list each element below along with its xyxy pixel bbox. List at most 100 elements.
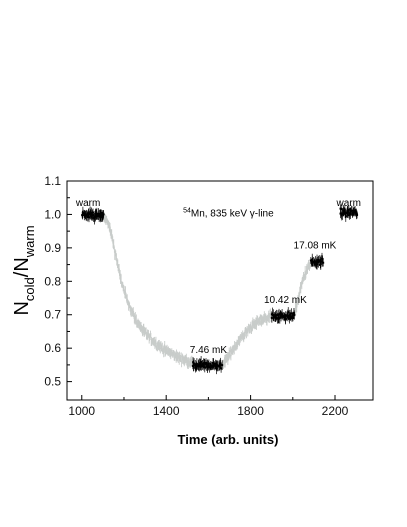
measured-point — [351, 209, 354, 212]
annotation-4: warm — [336, 198, 361, 209]
measured-series — [81, 204, 359, 375]
measured-point — [270, 316, 273, 319]
measured-point — [291, 317, 294, 320]
measured-point — [221, 364, 224, 367]
measured-point — [289, 315, 292, 318]
y-tick-label: 0.5 — [44, 375, 61, 389]
measured-point — [286, 312, 289, 315]
measured-point — [346, 211, 349, 214]
measured-point — [81, 214, 84, 217]
measured-point — [315, 263, 318, 266]
measured-point — [340, 208, 343, 211]
measured-point — [290, 312, 293, 315]
y-label-slash: / — [11, 271, 33, 277]
y-tick-label: 0.8 — [44, 274, 61, 288]
y-tick-label: 1.1 — [44, 174, 61, 188]
measured-point — [95, 212, 98, 215]
measured-point — [207, 362, 210, 365]
measured-point — [351, 212, 354, 215]
measured-point — [342, 212, 345, 215]
measured-point — [272, 314, 275, 317]
measured-point — [309, 259, 312, 262]
isotope-mass-number: 54 — [183, 207, 191, 214]
annotation-1: 7.46 mK — [190, 345, 228, 356]
measured-point — [282, 314, 285, 317]
y-label-num: N — [11, 301, 33, 315]
measured-point — [284, 318, 287, 321]
measured-point — [278, 316, 281, 319]
y-label-den: N — [11, 257, 33, 271]
measured-point — [101, 215, 104, 218]
measured-point — [93, 215, 96, 218]
measured-point — [200, 365, 203, 368]
measured-point — [344, 212, 347, 215]
measured-point — [339, 207, 342, 210]
measured-point — [102, 213, 105, 216]
measured-point — [287, 311, 290, 314]
measured-point — [347, 208, 350, 211]
y-tick-label: 0.7 — [44, 308, 61, 322]
measured-point — [206, 363, 209, 366]
y-label-num-sub: cold — [22, 277, 37, 301]
measured-point — [354, 209, 357, 212]
measured-point — [339, 212, 342, 215]
plot-frame — [66, 180, 374, 401]
measured-point — [273, 315, 276, 318]
measured-point — [192, 361, 195, 364]
measured-point — [89, 213, 92, 216]
measured-point — [320, 260, 323, 263]
measured-point — [214, 365, 217, 368]
measured-point — [195, 362, 198, 365]
measured-point — [286, 316, 289, 319]
measured-point — [193, 362, 196, 365]
measured-point — [352, 211, 355, 214]
measured-point — [87, 216, 90, 219]
y-axis: 0.5 0.6 0.7 0.8 0.9 1.0 1.1 — [44, 174, 72, 389]
x-axis-label: Time (arb. units) — [178, 432, 279, 447]
measured-point — [349, 213, 352, 216]
measured-point — [284, 314, 287, 317]
measured-point — [220, 367, 223, 370]
measured-point — [293, 313, 296, 316]
measured-point — [318, 259, 321, 262]
measured-point — [85, 214, 88, 217]
measured-point — [346, 210, 349, 213]
measured-point — [275, 317, 278, 320]
isotope-annotation: 54Mn, 835 keV γ-line — [183, 207, 274, 219]
measured-point — [207, 364, 210, 367]
annotation-2: 10.42 mK — [264, 295, 307, 306]
measured-point — [292, 312, 295, 315]
measured-point — [205, 362, 208, 365]
measured-point — [208, 366, 211, 369]
x-tick-label: 1000 — [68, 404, 95, 418]
measured-point — [197, 364, 200, 367]
measured-point — [310, 261, 313, 264]
x-tick-label: 2200 — [322, 404, 349, 418]
measured-point — [316, 261, 319, 264]
measured-point — [316, 263, 319, 266]
measured-point — [314, 260, 317, 263]
measured-point — [283, 315, 286, 318]
y-tick-label: 1.0 — [44, 207, 61, 221]
measured-point — [274, 315, 277, 318]
measured-point — [216, 364, 219, 367]
y-tick-label: 0.9 — [44, 241, 61, 255]
measured-point — [275, 314, 278, 317]
measured-point — [219, 363, 222, 366]
measured-point — [271, 312, 274, 315]
isotope-line-text: Mn, 835 keV γ-line — [191, 208, 274, 219]
measured-point — [289, 314, 292, 317]
measured-point — [92, 211, 95, 214]
measured-point — [291, 315, 294, 318]
measured-point — [347, 214, 350, 217]
measured-point — [215, 367, 218, 370]
measured-point — [90, 215, 93, 218]
measured-point — [340, 214, 343, 217]
measured-point — [344, 215, 347, 218]
measured-point — [343, 209, 346, 212]
measured-point — [322, 261, 325, 264]
x-tick-label: 1800 — [237, 404, 264, 418]
annotation-0: warm — [75, 198, 100, 209]
annotations: warm 7.46 mK 10.42 mK 17.08 mK warm — [75, 198, 361, 356]
